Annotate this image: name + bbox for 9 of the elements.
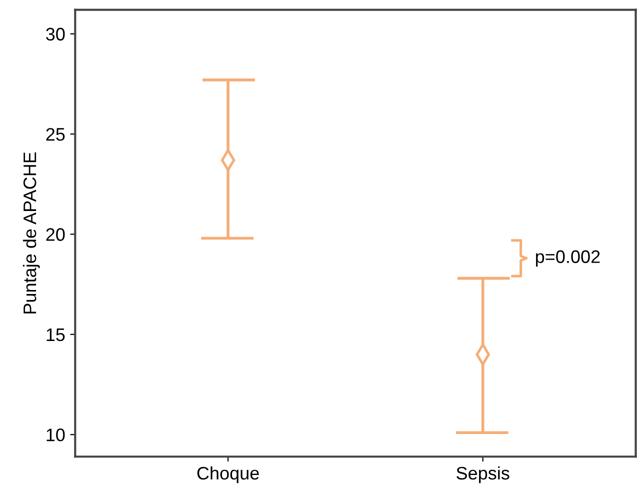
y-tick-label: 30 (46, 28, 65, 41)
annotation: p=0.002 (536, 250, 600, 267)
y-tick-label: 20 (46, 228, 65, 241)
y-tick-label: 10 (46, 428, 65, 442)
y-tick-label: 15 (46, 328, 65, 342)
x-tick-label: Choque (197, 466, 259, 484)
x-tick-label: Sepsis (456, 466, 510, 484)
y-tick-label: 25 (46, 128, 65, 141)
y-axis-title: Puntaje de APACHE (22, 152, 40, 314)
